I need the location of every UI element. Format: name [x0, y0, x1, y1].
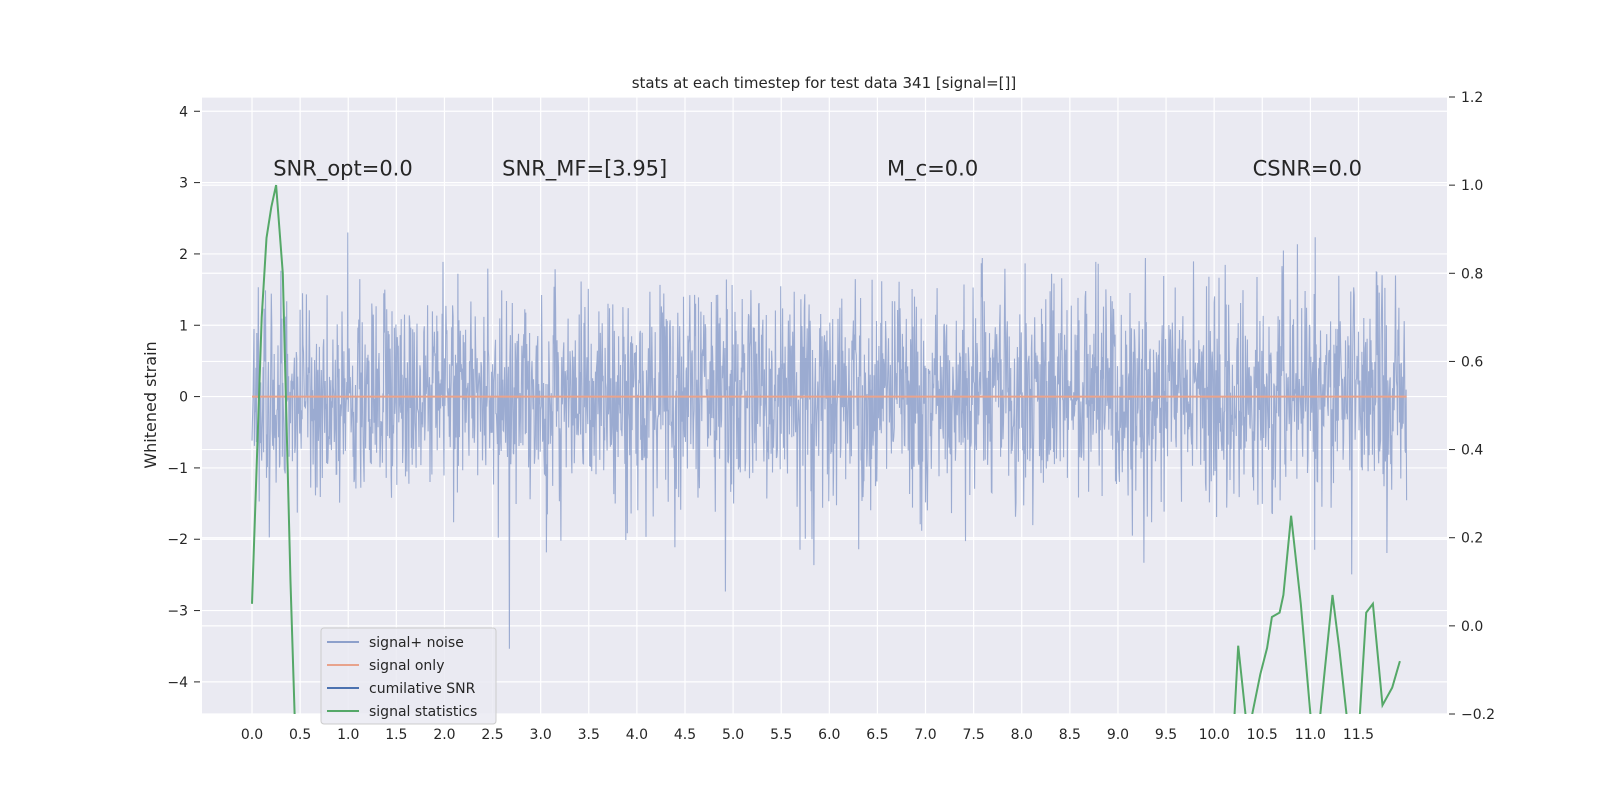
- series-signal-statistics: [251, 184, 1401, 714]
- x-tick-label: 3.0: [530, 727, 552, 743]
- y-axis-label: Whitened strain: [141, 341, 160, 468]
- y-tick-label: 0: [179, 390, 188, 406]
- series-signal-plus-noise: [251, 232, 1408, 649]
- x-tick-label: 4.0: [626, 727, 648, 743]
- x-tick-label: 7.5: [962, 727, 984, 743]
- y-tick-label: 3: [179, 176, 188, 192]
- annotation-label: CSNR=0.0: [1253, 156, 1362, 180]
- x-tick-label: 10.0: [1199, 727, 1230, 743]
- annotation-label: SNR_MF=[3.95]: [502, 156, 667, 181]
- x-tick-label: 2.5: [481, 727, 503, 743]
- y2-tick-label: 0.4: [1461, 443, 1483, 459]
- legend: [320, 627, 497, 725]
- y2-tick-label: −0.2: [1461, 707, 1495, 723]
- x-tick-label: 6.5: [866, 727, 888, 743]
- y2-tick-label: 0.0: [1461, 619, 1483, 635]
- y-tick-label: 4: [179, 104, 188, 120]
- annotation-label: SNR_opt=0.0: [273, 156, 413, 181]
- x-tick-label: 7.0: [914, 727, 936, 743]
- y-tick-label: 2: [179, 247, 188, 263]
- y-tick-label: 1: [179, 318, 188, 334]
- x-tick-label: 5.0: [722, 727, 744, 743]
- x-tick-label: 0.0: [241, 727, 263, 743]
- y2-tick-label: 0.2: [1461, 531, 1483, 547]
- chart-title: stats at each timestep for test data 341…: [632, 74, 1017, 92]
- x-tick-label: 11.0: [1295, 727, 1326, 743]
- x-tick-label: 5.5: [770, 727, 792, 743]
- y-tick-label: −2: [167, 532, 188, 548]
- x-tick-label: 1.0: [337, 727, 359, 743]
- x-tick-label: 9.5: [1155, 727, 1177, 743]
- x-tick-label: 8.5: [1059, 727, 1081, 743]
- x-tick-label: 3.5: [578, 727, 600, 743]
- legend-label: cumilative SNR: [369, 681, 476, 697]
- x-tick-label: 10.5: [1247, 727, 1278, 743]
- y2-tick-label: 0.8: [1461, 266, 1483, 282]
- y2-tick-label: 1.2: [1461, 90, 1483, 106]
- x-tick-label: 0.5: [289, 727, 311, 743]
- x-tick-label: 11.5: [1343, 727, 1374, 743]
- y2-tick-label: 1.0: [1461, 178, 1483, 194]
- annotation-label: M_c=0.0: [887, 156, 978, 181]
- y-tick-label: −4: [167, 675, 188, 691]
- x-tick-label: 2.0: [433, 727, 455, 743]
- y-tick-label: −3: [167, 604, 188, 620]
- x-tick-label: 1.5: [385, 727, 407, 743]
- x-tick-label: 6.0: [818, 727, 840, 743]
- noise-series: [251, 232, 1408, 649]
- legend-label: signal+ noise: [369, 635, 464, 651]
- y2-tick-label: 0.6: [1461, 354, 1483, 370]
- x-tick-label: 8.0: [1011, 727, 1033, 743]
- y-tick-label: −1: [167, 461, 188, 477]
- legend-label: signal only: [369, 658, 444, 674]
- legend-label: signal statistics: [369, 704, 477, 720]
- x-tick-label: 9.0: [1107, 727, 1129, 743]
- x-tick-label: 4.5: [674, 727, 696, 743]
